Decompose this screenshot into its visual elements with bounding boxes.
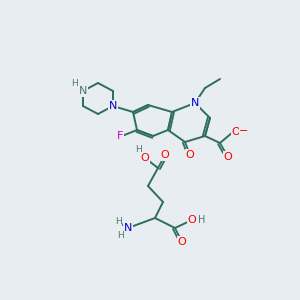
Text: N: N	[79, 86, 87, 96]
Text: H: H	[117, 230, 123, 239]
Text: H: H	[198, 215, 206, 225]
Text: O: O	[224, 152, 232, 162]
Text: O: O	[188, 215, 196, 225]
Text: H: H	[115, 218, 122, 226]
Text: O: O	[186, 150, 194, 160]
Text: N: N	[124, 223, 132, 233]
Text: O: O	[178, 237, 186, 247]
Text: −: −	[239, 126, 249, 136]
Text: F: F	[117, 131, 123, 141]
Text: N: N	[109, 101, 117, 111]
Text: O: O	[141, 153, 149, 163]
Text: O: O	[160, 150, 169, 160]
Text: H: H	[72, 79, 78, 88]
Text: O: O	[232, 127, 240, 137]
Text: N: N	[191, 98, 199, 108]
Text: H: H	[135, 145, 141, 154]
